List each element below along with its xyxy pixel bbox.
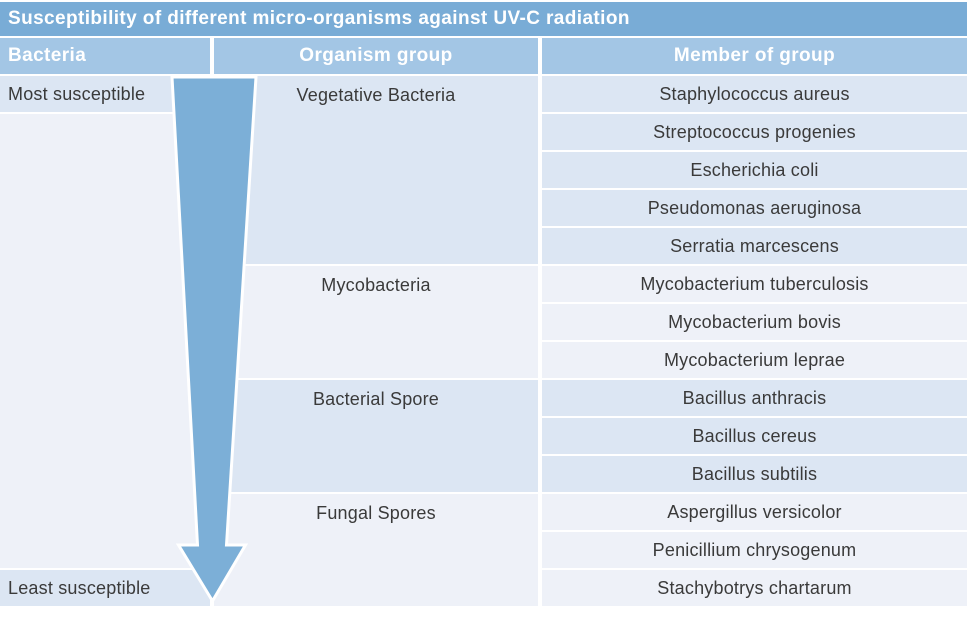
member-row: Mycobacterium bovis (542, 304, 967, 340)
susceptibility-down-arrow-icon (170, 75, 258, 604)
member-row: Penicillium chrysogenum (542, 532, 967, 568)
column-header-organism-group: Organism group (214, 38, 538, 74)
member-row: Streptococcus progenies (542, 114, 967, 150)
member-row: Bacillus cereus (542, 418, 967, 454)
column-header-bacteria: Bacteria (0, 38, 210, 74)
page-title: Susceptibility of different micro-organi… (8, 8, 630, 29)
member-row: Aspergillus versicolor (542, 494, 967, 530)
member-row: Bacillus subtilis (542, 456, 967, 492)
axis-middle-cell (0, 114, 210, 568)
member-row: Bacillus anthracis (542, 380, 967, 416)
group-cell-1: Mycobacteria (214, 266, 538, 378)
member-row: Staphylococcus aureus (542, 76, 967, 112)
group-cell-0: Vegetative Bacteria (214, 76, 538, 264)
group-cell-3: Fungal Spores (214, 494, 538, 606)
title-bar: Susceptibility of different micro-organi… (0, 2, 967, 36)
group-cell-2: Bacterial Spore (214, 380, 538, 492)
column-header-member-of-group: Member of group (542, 38, 967, 74)
member-row: Mycobacterium leprae (542, 342, 967, 378)
member-row: Serratia marcescens (542, 228, 967, 264)
member-row: Pseudomonas aeruginosa (542, 190, 967, 226)
member-row: Stachybotrys chartarum (542, 570, 967, 606)
member-row: Escherichia coli (542, 152, 967, 188)
axis-least-susceptible: Least susceptible (0, 570, 210, 606)
member-row: Mycobacterium tuberculosis (542, 266, 967, 302)
